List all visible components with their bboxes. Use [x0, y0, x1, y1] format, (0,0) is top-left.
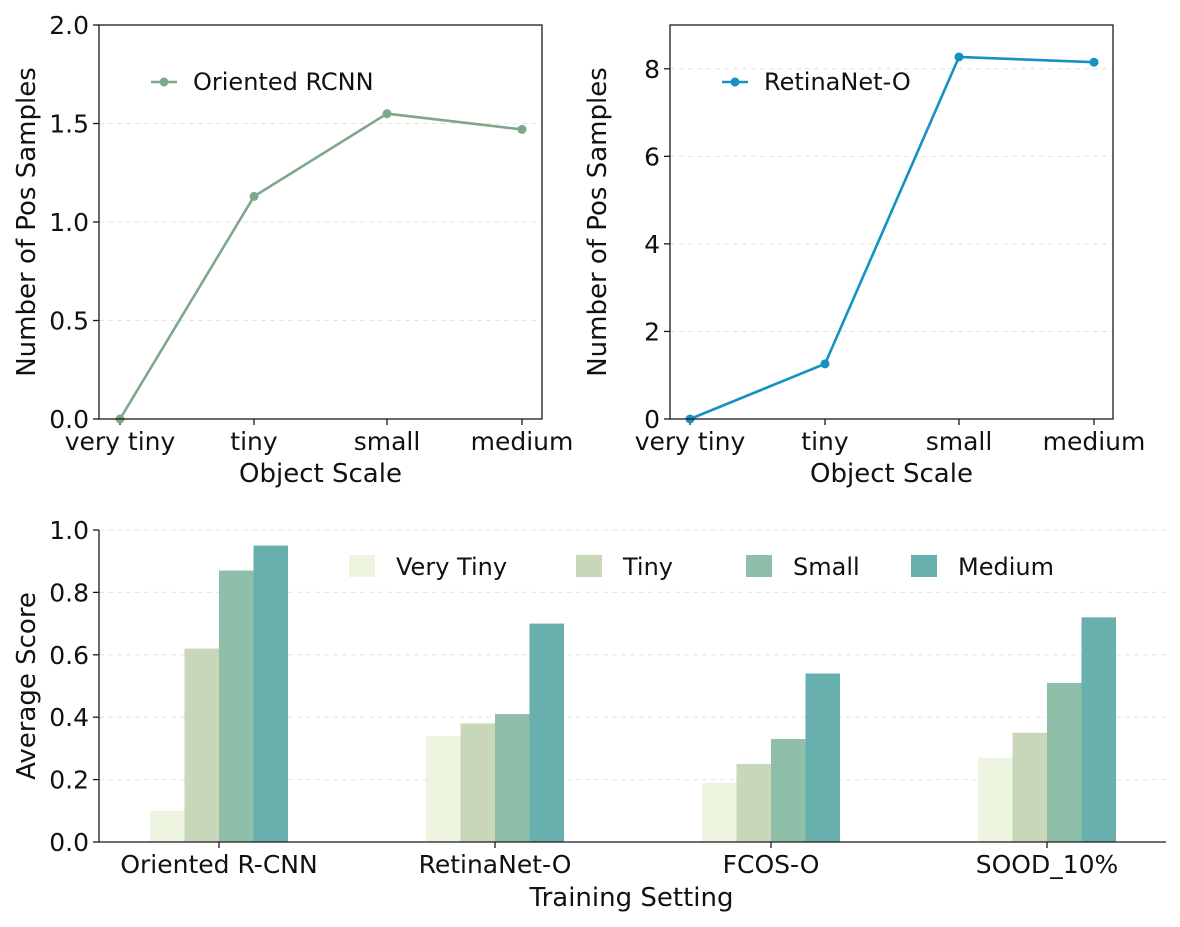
x-tick-label: SOOD_10%: [976, 850, 1119, 879]
series-line: [118, 112, 523, 420]
bar: [978, 757, 1013, 842]
data-point: [517, 124, 527, 134]
legend-label: Very Tiny: [396, 553, 507, 581]
x-tick-label: FCOS-O: [723, 850, 820, 879]
y-tick-label: 2: [644, 317, 660, 346]
bar: [460, 723, 495, 842]
data-point: [1089, 57, 1099, 67]
y-tick-label: 0.5: [49, 307, 89, 336]
x-axis-label: Object Scale: [810, 459, 973, 489]
x-tick-label: RetinaNet-O: [419, 850, 572, 879]
y-axis-label: Average Score: [12, 592, 42, 780]
y-tick-label: 0.6: [49, 641, 89, 670]
bar: [253, 545, 288, 842]
bar: [1047, 682, 1082, 842]
x-tick-label: Oriented R-CNN: [120, 850, 317, 879]
legend-swatch: [349, 555, 375, 577]
y-tick-label: 6: [644, 142, 660, 171]
y-tick-label: 0.4: [49, 703, 89, 732]
x-tick-label: tiny: [801, 427, 849, 456]
bar: [150, 810, 185, 842]
x-tick-label: small: [354, 427, 421, 456]
x-tick-label: tiny: [230, 427, 278, 456]
legend-swatch: [576, 555, 602, 577]
x-tick-label: very tiny: [635, 427, 746, 456]
legend-label: Oriented RCNN: [193, 68, 374, 96]
y-axis-label: Number of Pos Samples: [12, 67, 42, 377]
bar: [805, 673, 840, 842]
x-axis-label: Training Setting: [529, 883, 734, 913]
data-point: [954, 52, 964, 62]
data-point: [382, 109, 392, 119]
y-tick-label: 0.8: [49, 578, 89, 607]
bar: [529, 623, 564, 842]
y-axis-label: Number of Pos Samples: [583, 67, 613, 377]
legend-marker: [159, 77, 169, 87]
x-tick-label: medium: [1043, 427, 1146, 456]
line-chart-2: 0 2 4 6 8 very tiny tiny small medium RetinaNet-O…: [583, 24, 1146, 489]
bar: [771, 739, 806, 842]
y-tick-label: 0: [644, 405, 660, 434]
bar-chart: 0.0 0.2 0.4 0.6 0.8 1.0 Oriented R-CNN RetinaNe…: [12, 516, 1166, 913]
y-tick-label: 8: [644, 55, 660, 84]
axes-frame: [669, 24, 1114, 420]
x-tick-label: very tiny: [65, 427, 176, 456]
legend-label: Tiny: [622, 553, 673, 581]
bar: [736, 764, 771, 842]
bar: [184, 648, 219, 842]
legend-label: Medium: [958, 553, 1054, 581]
legend-swatch: [746, 555, 772, 577]
bar: [1081, 617, 1116, 842]
x-axis-label: Object Scale: [239, 459, 402, 489]
bar: [1012, 732, 1047, 842]
x-tick-label: medium: [471, 427, 574, 456]
y-tick-label: 0.0: [49, 828, 89, 857]
legend-label: RetinaNet-O: [764, 68, 911, 96]
y-tick-label: 2.0: [49, 11, 89, 40]
series-line: [689, 55, 1095, 421]
legend-swatch: [911, 555, 937, 577]
y-tick-label: 1.0: [49, 516, 89, 545]
y-tick-label: 1.5: [49, 110, 89, 139]
legend-marker: [730, 77, 740, 87]
y-tick-label: 4: [644, 230, 660, 259]
y-tick-label: 0.2: [49, 766, 89, 795]
axes-frame: [98, 24, 543, 420]
data-point: [820, 359, 830, 369]
legend-label: Small: [793, 553, 860, 581]
line-chart-1: 0.0 0.5 1.0 1.5 2.0 very tiny tiny small medium O…: [12, 11, 573, 489]
bar: [426, 735, 461, 842]
bar: [702, 782, 737, 842]
bar: [219, 570, 254, 842]
y-tick-label: 0.0: [49, 405, 89, 434]
bar: [495, 714, 530, 842]
y-tick-label: 1.0: [49, 208, 89, 237]
x-tick-label: small: [926, 427, 993, 456]
data-point: [249, 191, 259, 201]
